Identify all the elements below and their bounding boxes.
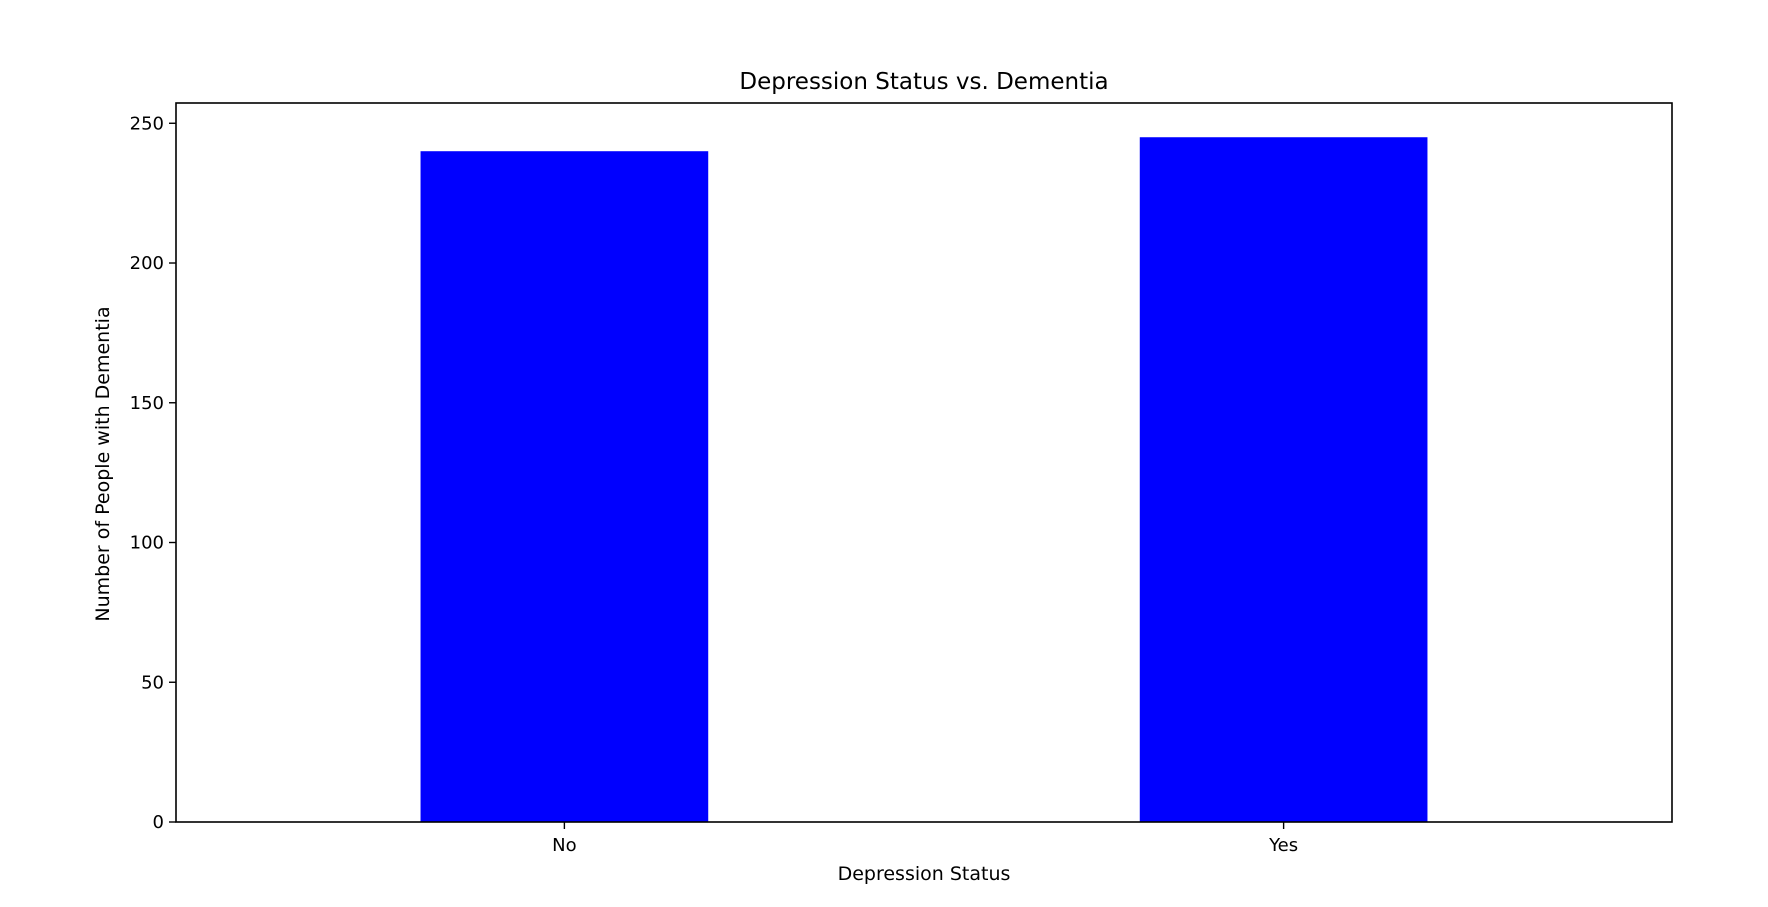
- x-tick-label-yes: Yes: [1268, 835, 1298, 856]
- x-tick-label-no: No: [552, 835, 576, 856]
- y-tick-label: 0: [153, 812, 164, 833]
- plot-frame: [175, 102, 1673, 823]
- x-axis-label: Depression Status: [838, 863, 1011, 885]
- y-tick-label: 50: [141, 672, 164, 693]
- y-tick-label: 250: [130, 113, 164, 134]
- bar-no: [420, 151, 709, 822]
- chart-title: Depression Status vs. Dementia: [739, 69, 1108, 95]
- y-tick-label: 100: [130, 533, 164, 554]
- y-tick-label: 200: [130, 253, 164, 274]
- plot-area: 0 50 100 150 200 250 No Yes: [130, 102, 1673, 856]
- bar-yes: [1139, 137, 1428, 822]
- y-tick-label: 150: [130, 393, 164, 414]
- y-axis-label: Number of People with Dementia: [92, 306, 114, 621]
